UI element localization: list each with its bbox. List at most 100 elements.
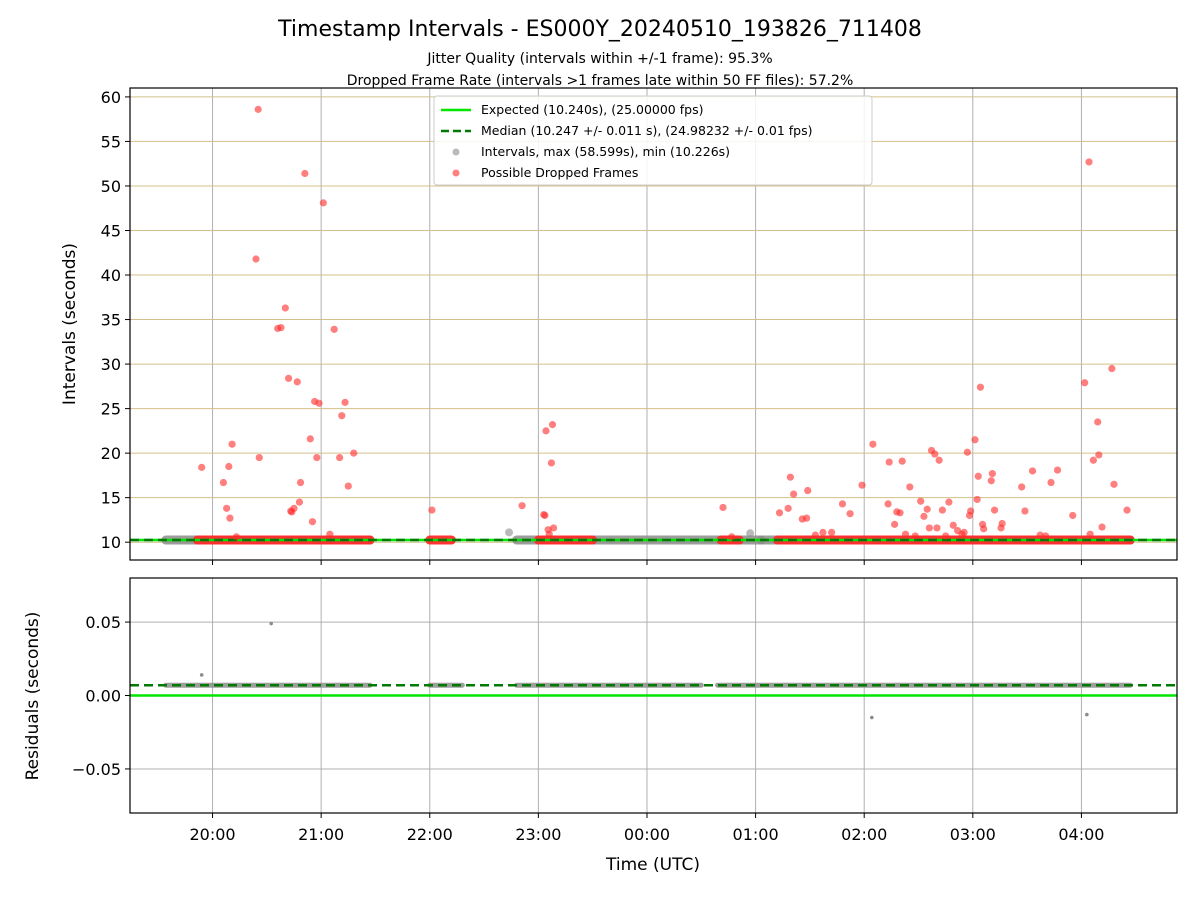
dropped-frame-point [828,528,836,536]
dropped-frame-point [980,525,988,533]
dropped-frame-point [319,199,327,207]
dropped-frame-point [988,470,996,478]
dropped-frame-point [1089,456,1097,464]
dropped-frame-point [719,503,727,512]
dropped-frame-point [284,374,293,382]
dropped-frame-point [223,504,231,512]
x-tick-label: 20:00 [189,825,235,844]
dropped-frame-point [911,532,919,540]
dropped-frame-point [960,528,968,536]
dropped-frame-point [313,453,321,462]
dropped-frame-point [1094,418,1102,426]
y-tick-label: 60 [101,88,121,107]
legend-frame [433,95,873,186]
dropped-frame-point [998,519,1006,528]
dropped-frame-point [945,498,953,506]
y-tick-label: 10 [101,533,121,552]
intervals-panel: 10 15 20 25 30 35 40 45 50 55 60 Intervals (second… [60,87,1178,565]
x-tick-label: 01:00 [733,825,779,844]
dropped-frame-point [987,477,995,485]
dropped-frame-point [226,514,234,522]
dropped-frame-point [949,521,957,529]
y-tick-label: 50 [101,177,121,196]
dropped-frame-point [1041,532,1050,540]
legend-dropped-label: Possible Dropped Frames [481,165,638,180]
x-tick-label: 22:00 [407,825,453,844]
dropped-frame-point [923,505,931,513]
dropped-frame-point [1098,523,1106,531]
interval-point [746,529,755,538]
dropped-frame-point [935,456,943,464]
dropped-frame-point [542,427,550,435]
dropped-frame-point [1085,158,1093,166]
dropped-frame-point [1028,467,1037,475]
legend-expected-label: Expected (10.240s), (25.00000 fps) [481,102,703,117]
dropped-frame-point [341,398,349,406]
chart-subtitle-2: Dropped Frame Rate (intervals >1 frames … [347,73,854,89]
residual-point [269,621,273,626]
dropped-frame-point [344,482,352,490]
y-tick-label: 40 [101,266,121,285]
residuals-y-axis-label: Residuals (seconds) [23,612,43,781]
dropped-frame-point [1086,530,1094,538]
dropped-frame-point [255,453,263,462]
dropped-frame-point [198,463,206,471]
dropped-frame-point [1053,466,1062,474]
dropped-frame-point [906,483,914,491]
intervals-plot-frame [129,87,1178,561]
dropped-frame-point [1047,478,1055,487]
dropped-frame-point [858,481,866,489]
residuals-y-ticks: −0.05 0.00 0.05 [72,613,130,779]
dropped-frame-point [548,421,557,429]
legend: Expected (10.240s), (25.00000 fps) Media… [433,95,873,186]
intervals-series [130,105,1177,545]
dropped-frame-point [301,169,309,178]
dropped-frame-point [225,462,233,471]
dropped-frame-point [786,473,794,481]
dropped-frame-point [295,498,304,506]
dropped-frame-point [784,504,792,512]
y-tick-label: 25 [101,400,121,419]
residual-point [1085,712,1089,717]
dropped-frame-point [1095,451,1103,459]
dropped-frame-point [1081,379,1089,387]
dropped-frame-point [545,530,553,538]
dropped-frame-point [518,502,526,510]
dropped-frame-point [326,530,334,538]
dropped-frame-point [315,399,323,407]
x-axis-label: Time (UTC) [605,855,700,875]
dropped-frame-point [933,524,941,532]
dropped-frame-point [971,436,979,444]
dropped-frame-point [1036,531,1044,539]
dropped-frame-point [990,506,999,514]
dropped-frame-point [541,511,549,520]
residual-point [870,715,874,720]
residuals-panel: −0.05 0.00 0.05 20:00 21:00 22:00 23:00 00:00 0… [23,577,1178,875]
residual-point [199,673,204,677]
dropped-frame-point [973,495,981,504]
legend-median-label: Median (10.247 +/- 0.011 s), (24.98232 +… [481,123,812,138]
dropped-frame-point [549,524,558,532]
dropped-frame-point [925,524,933,532]
y-tick-label: 30 [101,355,121,374]
residuals-x-ticks: 20:00 21:00 22:00 23:00 00:00 01:00 02:00 03:00… [189,813,1104,844]
y-tick-label: 35 [101,311,121,330]
y-tick-label: 0.05 [85,613,121,632]
y-tick-label: 15 [101,489,121,508]
dropped-frame-point [803,514,811,522]
dropped-frame-point [976,383,985,391]
y-tick-label: 0.00 [85,687,121,706]
dropped-frame-point [884,500,892,508]
y-tick-label: 45 [101,221,121,240]
x-tick-label: 03:00 [950,825,996,844]
chart-subtitle-1: Jitter Quality (intervals within +/-1 fr… [426,51,772,67]
dropped-frame-point [290,504,298,512]
dropped-frame-point [891,520,899,528]
intervals-y-axis-label: Intervals (seconds) [60,243,80,405]
y-tick-label: −0.05 [72,760,121,779]
x-tick-label: 04:00 [1058,825,1104,844]
x-tick-label: 02:00 [841,825,887,844]
dropped-frame-point [917,497,925,505]
x-tick-label: 23:00 [515,825,561,844]
